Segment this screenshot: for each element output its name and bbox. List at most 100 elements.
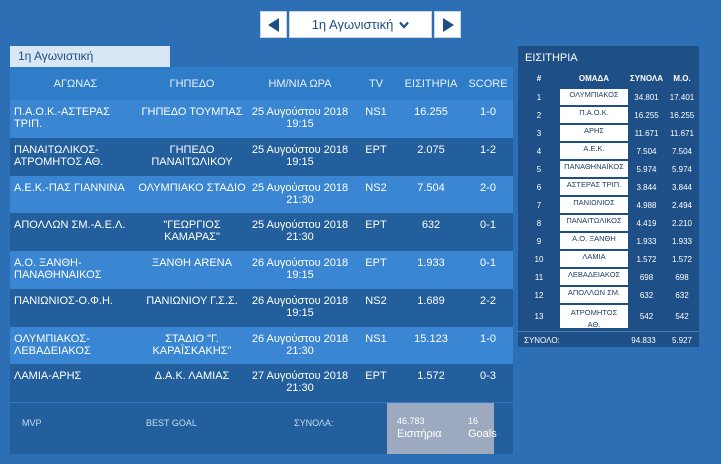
ticket-team: Α.Ο. ΞΑΝΘΗ [560, 233, 628, 249]
stadium-cell: Δ.Α.Κ. ΛΑΜΙΑΣ [137, 370, 247, 402]
tickets-total: 46.783 [397, 416, 425, 426]
match-cell: Α.Ε.Κ.-ΠΑΣ ΓΙΑΝΝΙΝΑ [10, 182, 137, 214]
next-round-button[interactable] [434, 11, 461, 38]
tv-cell: ΕΡΤ [365, 257, 387, 269]
match-time: 21:30 [286, 231, 314, 244]
ticket-avg: 16.255 [669, 110, 695, 120]
tickets-title: ΕΙΣΙΤΗΡΙΑ [525, 52, 578, 64]
datetime-cell: 26 Αυγούστου 2018 19:15 [247, 295, 353, 327]
tickets-cell: 2.075 [417, 143, 445, 156]
tickets-total-row: ΣΥΝΟΛΟ: 94.833 5.927 [518, 331, 699, 349]
ticket-team: ΠΑΝΙΩΝΙΟΣ [560, 197, 628, 213]
score-cell: 1-0 [480, 332, 496, 345]
header-stadium: ΓΗΠΕΔΟ [169, 77, 215, 90]
match-cell: Α.Ο. ΞΑΝΘΗ- ΠΑΝΑΘΗΝΑΙΚΟΣ [10, 257, 137, 289]
ticket-rank: 6 [536, 182, 542, 192]
ticket-team-name-line: ΛΑΜΙΑ [582, 252, 606, 261]
table-row[interactable]: ΟΛΥΜΠΙΑΚΟΣ- ΛΕΒΑΔΕΙΑΚΟΣ ΣΤΑΔΙΟ "Γ. ΚΑΡΑΪΣΚΑ… [10, 326, 513, 365]
match-name-line: Α.Ε.Κ.-ΠΑΣ ΓΙΑΝΝΙΝΑ [14, 181, 125, 194]
round-select[interactable]: 1η Αγωνιστική [289, 11, 432, 38]
stadium-cell: ΣΤΑΔΙΟ "Γ. ΚΑΡΑΪΣΚΑΚΗΣ" [137, 333, 247, 365]
match-time: 21:30 [286, 193, 314, 206]
ticket-rank: 11 [534, 272, 544, 282]
stadium-name-line: ΚΑΡΑΪΣΚΑΚΗΣ" [152, 344, 232, 357]
score-cell: 0-1 [480, 219, 496, 232]
tv-cell: ΕΡΤ [365, 370, 387, 383]
previous-round-button[interactable] [260, 11, 287, 38]
ticket-total: 11.671 [634, 128, 659, 138]
tv-cell: ΕΡΤ [365, 219, 387, 232]
stadium-cell: "ΓΕΩΡΓΙΟΣ ΚΑΜΑΡΑΣ" [137, 219, 247, 251]
datetime-cell: 25 Αυγούστου 2018 19:15 [247, 106, 353, 138]
header-match: ΑΓΩΝΑΣ [53, 77, 98, 90]
ticket-team: ΠΑΝΑΙΤΩΛΙΚΟΣ [560, 215, 628, 231]
table-row[interactable]: Α.Ε.Κ.-ΠΑΣ ΓΙΑΝΝΙΝΑ ΟΛΥΜΠΙΑΚΟ ΣΤΑΔΙΟ 25 Αυ… [10, 175, 513, 214]
ticket-total: 3.844 [636, 182, 657, 192]
ticket-total: 4.988 [636, 200, 657, 210]
ticket-team-name-line: ΑΤΡΟΜΗΤΟΣ [570, 307, 618, 317]
match-name-line: ΠΑΝΑΙΤΩΛΙΚΟΣ- [14, 143, 99, 156]
ticket-total: 7.504 [636, 146, 657, 156]
tickets-cell: 15.123 [414, 332, 448, 345]
ticket-team-name-line: ΑΠΟΛΛΩΝ ΣΜ. [567, 288, 621, 297]
goals-total-label: Goals [468, 428, 497, 440]
chevron-down-icon [399, 21, 410, 29]
list-item: 11 ΛΕΒΑΔΕΙΑΚΟΣ 698 698 [518, 268, 699, 286]
totals-box: 46.783 Εισιτήρια 16 Goals [387, 403, 497, 454]
match-name-line: Α.Ο. ΞΑΝΘΗ- [14, 257, 82, 269]
stadium-name-line: ΓΗΠΕΔΟ ΤΟΥΜΠΑΣ [141, 106, 243, 118]
tv-cell: NS1 [365, 332, 387, 345]
mvp-label: MVP [22, 418, 42, 428]
ticket-team-name-line: ΠΑΝΙΩΝΙΟΣ [573, 198, 615, 207]
tickets-cell: 632 [421, 219, 441, 232]
ticket-team: ΟΛΥΜΠΙΑΚΟΣ [560, 89, 628, 105]
ticket-avg: 3.844 [671, 182, 693, 192]
list-item: 4 Α.Ε.Κ. 7.504 7.504 [518, 142, 699, 160]
table-row[interactable]: ΛΑΜΙΑ-ΑΡΗΣ Δ.Α.Κ. ΛΑΜΙΑΣ 27 Αυγούστου 2018… [10, 364, 513, 402]
round-tab: 1η Αγωνιστική [10, 46, 170, 67]
ticket-team-name-line: ΟΛΥΜΠΙΑΚΟΣ [569, 90, 619, 99]
ticket-team-name-line: ΠΑΝΑΙΤΩΛΙΚΟΣ [566, 216, 622, 225]
stadium-cell: ΞΑΝΘΗ ARENA [137, 257, 247, 289]
ticket-avg: 632 [675, 290, 689, 300]
list-item: 13 ΑΤΡΟΜΗΤΟΣ ΑΘ. 542 542 [518, 304, 699, 328]
datetime-cell: 27 Αυγούστου 2018 21:30 [247, 370, 353, 402]
datetime-cell: 26 Αυγούστου 2018 21:30 [247, 333, 353, 365]
header-tickets: ΕΙΣΙΤΗΡΙΑ [404, 77, 458, 90]
ticket-team-name-line: ΑΡΗΣ [583, 126, 605, 135]
tickets-total-avg: 5.927 [671, 336, 693, 345]
match-date: 25 Αυγούστου 2018 [251, 219, 349, 232]
list-item: 5 ΠΑΝΑΘΗΝΑΪΚΟΣ 5.974 5.974 [518, 160, 699, 178]
ticket-team: Α.Ε.Κ. [560, 143, 628, 159]
match-time: 19:15 [286, 269, 314, 281]
datetime-cell: 25 Αυγούστου 2018 19:15 [247, 144, 353, 176]
table-row[interactable]: ΑΠΟΛΛΩΝ ΣΜ.-Α.Ε.Λ. "ΓΕΩΡΓΙΟΣ ΚΑΜΑΡΑΣ" 25 Αυ… [10, 213, 513, 251]
match-cell: ΟΛΥΜΠΙΑΚΟΣ- ΛΕΒΑΔΕΙΑΚΟΣ [10, 333, 137, 365]
tickets-total-sum: 94.833 [631, 336, 656, 345]
match-date: 25 Αυγούστου 2018 [251, 181, 349, 194]
tv-cell: NS2 [365, 181, 387, 194]
ticket-team-name-line: ΑΣΤΕΡΑΣ ΤΡΙΠ. [566, 180, 622, 189]
list-item: 3 ΑΡΗΣ 11.671 11.671 [518, 124, 699, 142]
match-name-line: Π.Α.Ο.Κ.-ΑΣΤΕΡΑΣ ΤΡΙΠ. [14, 106, 110, 130]
match-name-line: ΛΑΜΙΑ-ΑΡΗΣ [14, 370, 82, 383]
ticket-team: ΑΠΟΛΛΩΝ ΣΜ. [560, 287, 628, 303]
table-row[interactable]: ΠΑΝΑΙΤΩΛΙΚΟΣ- ΑΤΡΟΜΗΤΟΣ ΑΘ. ΓΗΠΕΔΟ ΠΑΝΑΙΤΩΛ… [10, 137, 513, 176]
list-item: 8 ΠΑΝΑΙΤΩΛΙΚΟΣ 4.419 2.210 [518, 214, 699, 232]
ticket-avg: 2.210 [671, 218, 693, 228]
stadium-name-line: ΠΑΝΙΩΝΙΟΥ Γ.Σ.Σ. [146, 294, 238, 307]
table-row[interactable]: Α.Ο. ΞΑΝΘΗ- ΠΑΝΑΘΗΝΑΙΚΟΣ ΞΑΝΘΗ ARENA 26 Αυγ… [10, 251, 513, 289]
ticket-total: 16.255 [634, 110, 659, 120]
ticket-avg: 17.401 [669, 92, 695, 102]
ticket-avg: 1.933 [671, 236, 693, 246]
list-item: 12 ΑΠΟΛΛΩΝ ΣΜ. 632 632 [518, 286, 699, 304]
ticket-rank: 1 [536, 92, 542, 102]
stadium-name-line: ΚΑΜΑΡΑΣ" [164, 231, 220, 244]
ticket-team: ΑΤΡΟΜΗΤΟΣ ΑΘ. [560, 304, 628, 328]
ticket-avg: 698 [675, 272, 689, 282]
ticket-team: ΑΣΤΕΡΑΣ ΤΡΙΠ. [560, 179, 628, 195]
score-cell: 0-1 [480, 257, 496, 269]
table-row[interactable]: ΠΑΝΙΩΝΙΟΣ-Ο.Φ.Η. ΠΑΝΙΩΝΙΟΥ Γ.Σ.Σ. 26 Αυγού… [10, 288, 513, 327]
table-row[interactable]: Π.Α.Ο.Κ.-ΑΣΤΕΡΑΣ ΤΡΙΠ. ΓΗΠΕΔΟ ΤΟΥΜΠΑΣ 25 Α… [10, 100, 513, 138]
header-score: SCORE [468, 77, 508, 90]
